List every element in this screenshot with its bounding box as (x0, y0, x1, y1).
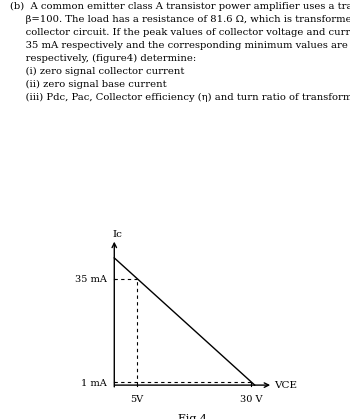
Text: Fig 4: Fig 4 (178, 414, 207, 419)
Text: VCE: VCE (274, 380, 297, 390)
Text: (b)  A common emitter class A transistor power amplifier uses a transistor with
: (b) A common emitter class A transistor … (10, 3, 350, 102)
Text: Ic: Ic (112, 230, 122, 239)
